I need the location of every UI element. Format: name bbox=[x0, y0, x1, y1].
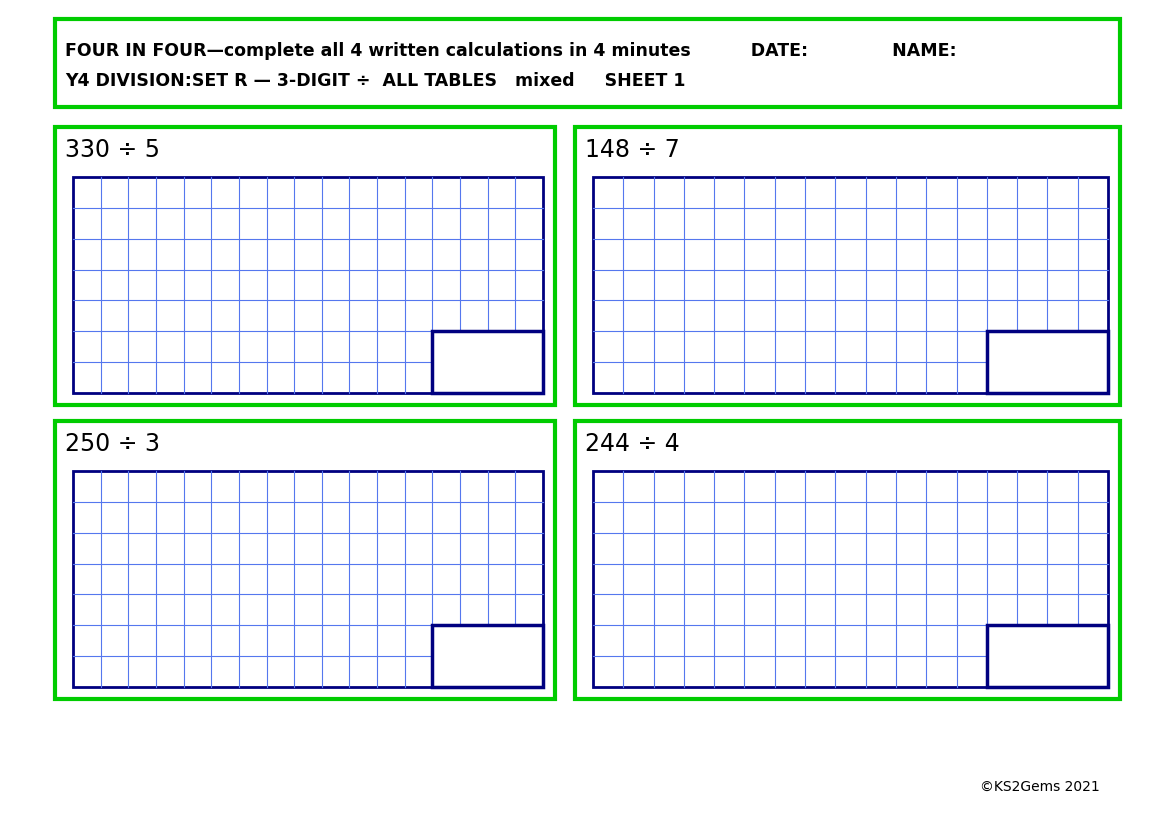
Bar bbox=[55, 128, 555, 405]
Text: FOUR IN FOUR—complete all 4 written calculations in 4 minutes          DATE:    : FOUR IN FOUR—complete all 4 written calc… bbox=[66, 42, 957, 60]
Text: 250 ÷ 3: 250 ÷ 3 bbox=[66, 432, 160, 456]
Text: ©KS2Gems 2021: ©KS2Gems 2021 bbox=[980, 779, 1100, 793]
Bar bbox=[593, 178, 1108, 394]
Bar bbox=[574, 422, 1120, 699]
Bar bbox=[433, 625, 543, 687]
Bar bbox=[433, 332, 543, 394]
Bar bbox=[574, 128, 1120, 405]
Bar bbox=[73, 471, 543, 687]
Bar bbox=[986, 625, 1108, 687]
Text: 330 ÷ 5: 330 ÷ 5 bbox=[66, 138, 160, 162]
Bar bbox=[55, 422, 555, 699]
Text: 148 ÷ 7: 148 ÷ 7 bbox=[585, 138, 680, 162]
Text: 244 ÷ 4: 244 ÷ 4 bbox=[585, 432, 680, 456]
Bar bbox=[986, 332, 1108, 394]
Bar bbox=[55, 20, 1120, 108]
Bar bbox=[593, 471, 1108, 687]
Text: Y4 DIVISION:SET R — 3-DIGIT ÷  ALL TABLES   mixed     SHEET 1: Y4 DIVISION:SET R — 3-DIGIT ÷ ALL TABLES… bbox=[66, 72, 686, 90]
Bar bbox=[73, 178, 543, 394]
